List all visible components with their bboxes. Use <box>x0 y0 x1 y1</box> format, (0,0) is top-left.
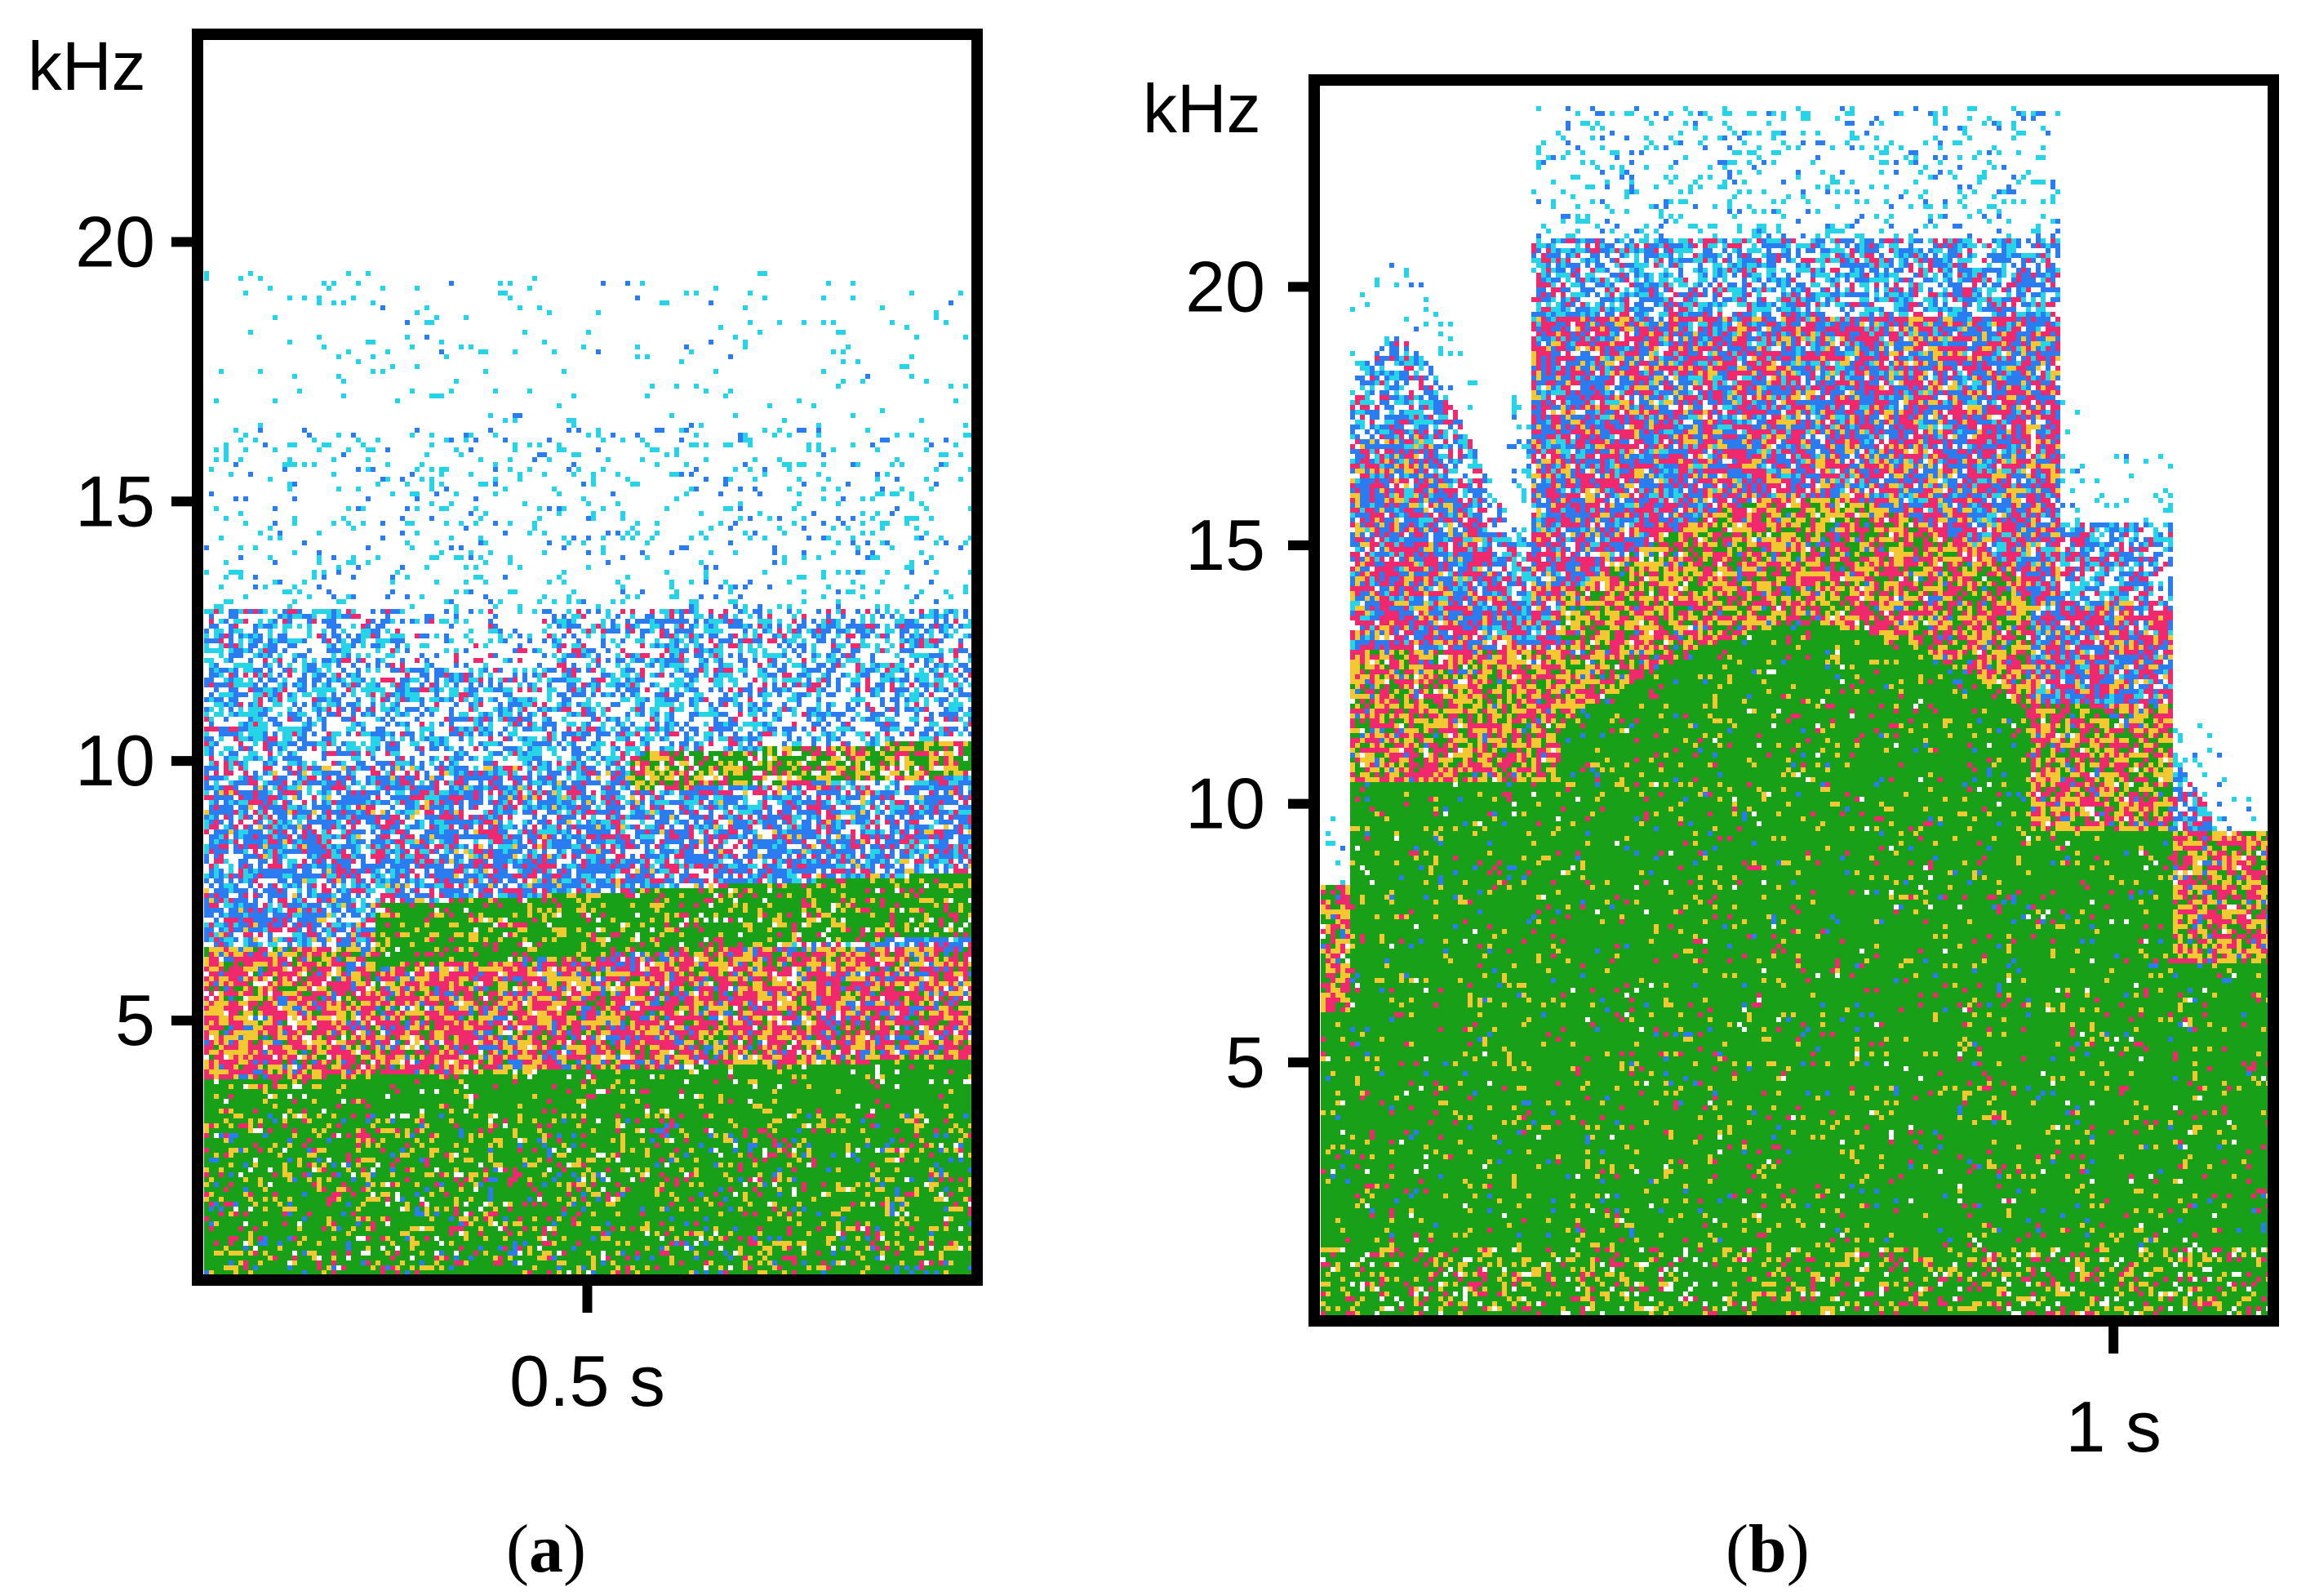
y-tick-label: 15 <box>75 460 155 541</box>
spectrogram-a-pixels <box>204 271 973 1275</box>
panel-b: kHz 5 10 15 20 1 s (b) <box>1143 70 2273 1587</box>
panel-a-x-axis: 0.5 s <box>509 1280 665 1421</box>
panel-b-ylabel: kHz <box>1143 70 1261 147</box>
x-tick-label: 0.5 s <box>509 1340 665 1421</box>
y-tick-label: 10 <box>75 720 155 801</box>
panel-a-ylabel: kHz <box>28 28 146 104</box>
y-tick-label: 10 <box>1185 763 1265 844</box>
panel-a-caption: (a) <box>506 1511 586 1587</box>
y-tick-label: 15 <box>1185 505 1265 585</box>
panel-b-x-axis: 1 s <box>2065 1321 2161 1467</box>
spectrogram-b-pixels <box>1321 106 2271 1316</box>
panel-b-caption: (b) <box>1726 1511 1810 1587</box>
panel-b-y-axis: 5 10 15 20 <box>1185 246 1314 1102</box>
y-tick-label: 20 <box>75 201 155 282</box>
panel-a-y-axis: 5 10 15 20 <box>75 201 198 1060</box>
y-tick-label: 5 <box>1225 1021 1265 1102</box>
panel-a: kHz 5 10 15 20 0.5 s (a) <box>28 28 977 1587</box>
x-tick-label: 1 s <box>2065 1386 2161 1467</box>
y-tick-label: 20 <box>1185 246 1265 327</box>
y-tick-label: 5 <box>115 980 155 1060</box>
